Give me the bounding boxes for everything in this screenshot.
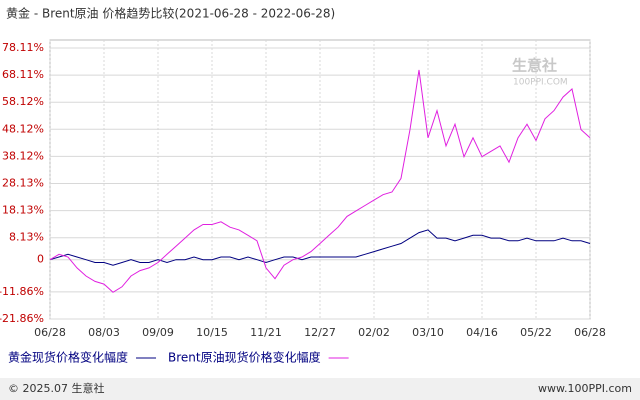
x-tick-label: 05/22: [520, 326, 552, 339]
x-tick-label: 09/09: [142, 326, 174, 339]
y-tick-label: 8.13%: [9, 231, 44, 244]
y-tick-label: 48.12%: [2, 122, 44, 135]
footer-bar: [0, 378, 640, 400]
x-tick-label: 06/28: [34, 326, 66, 339]
watermark: 生意社: [512, 57, 557, 75]
x-tick-label: 10/15: [196, 326, 228, 339]
watermark-url: 100PPI.COM: [513, 78, 568, 88]
chart-title: 黄金 - Brent原油 价格趋势比较(2021-06-28 - 2022-06…: [6, 6, 335, 21]
y-tick-label: 28.13%: [2, 176, 44, 189]
series-line: [49, 229, 591, 266]
y-tick-label: -11.86%: [0, 285, 44, 298]
x-tick-label: 02/02: [358, 326, 390, 339]
y-tick-label: 58.12%: [2, 95, 44, 108]
x-tick-label: 12/27: [304, 326, 336, 339]
x-tick-label: 03/10: [412, 326, 444, 339]
y-tick-label: 68.11%: [2, 68, 44, 81]
x-tick-label: 06/28: [574, 326, 606, 339]
x-tick-label: 04/16: [466, 326, 498, 339]
legend-label: 黄金现货价格变化幅度: [8, 350, 128, 365]
x-tick-label: 11/21: [250, 326, 282, 339]
y-tick-label: 78.11%: [2, 41, 44, 54]
y-tick-label: 18.13%: [2, 204, 44, 217]
x-tick-label: 08/03: [88, 326, 120, 339]
y-tick-label: -21.86%: [0, 312, 44, 325]
footer-right: www.100PPI.com: [538, 382, 632, 395]
footer-left: © 2025.07 生意社: [8, 381, 104, 395]
series-line: [49, 69, 591, 293]
legend-label: Brent原油现货价格变化幅度: [168, 350, 321, 365]
y-tick-label: 38.12%: [2, 149, 44, 162]
y-tick-label: 0: [37, 253, 44, 266]
